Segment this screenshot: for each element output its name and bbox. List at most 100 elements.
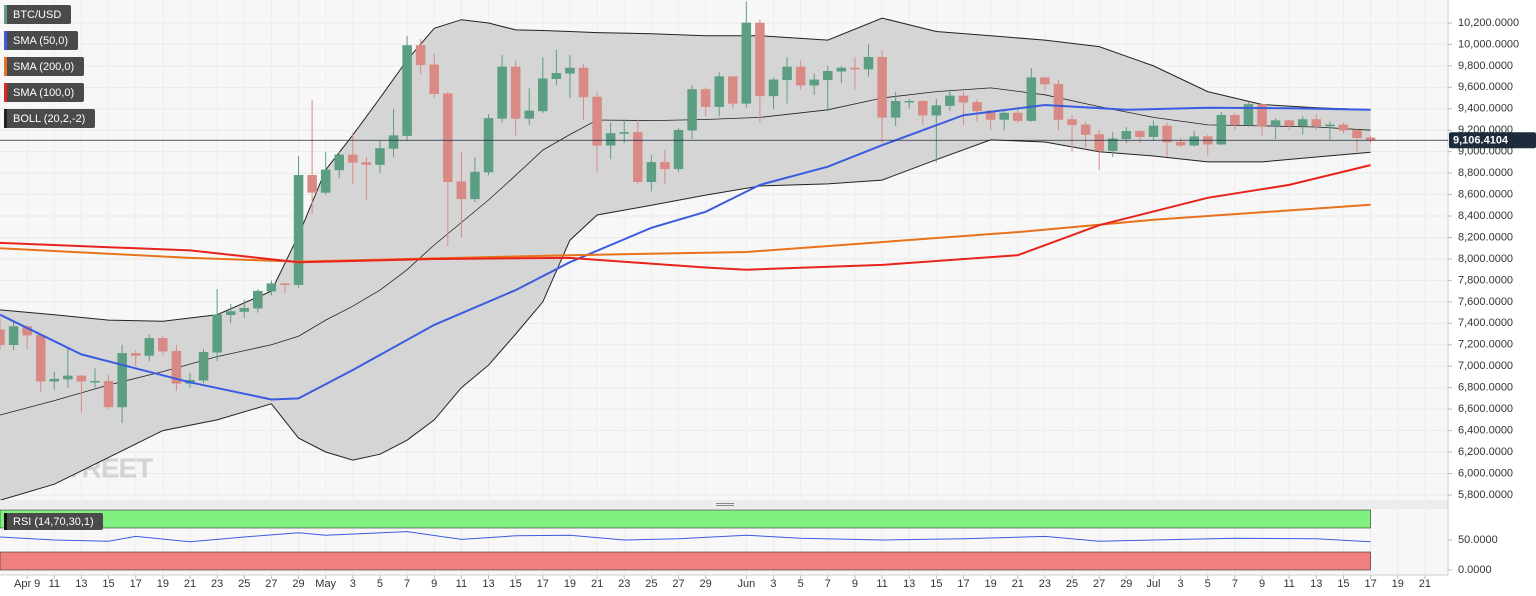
candle-body bbox=[1067, 119, 1077, 126]
x-tick-label: 7 bbox=[404, 578, 410, 590]
x-tick-label: 7 bbox=[825, 578, 831, 590]
legend-swatch bbox=[4, 83, 7, 102]
candle-body bbox=[1053, 83, 1064, 120]
legend-box bbox=[4, 109, 95, 128]
candle-body bbox=[890, 101, 901, 118]
x-tick-label: 9 bbox=[431, 578, 437, 590]
candle-body bbox=[619, 132, 629, 134]
y-tick-label: 7,400.0000 bbox=[1458, 317, 1513, 329]
candle-body bbox=[1162, 125, 1172, 143]
candle-body bbox=[768, 79, 779, 97]
y-tick-label: 10,200.0000 bbox=[1458, 17, 1519, 29]
rsi-line bbox=[0, 531, 1371, 543]
candle-body bbox=[592, 96, 602, 146]
candle-body bbox=[266, 283, 277, 292]
candle-body bbox=[361, 162, 372, 165]
candle-body bbox=[198, 352, 209, 381]
x-tick-label: Jul bbox=[1146, 578, 1160, 590]
candle-body bbox=[1243, 104, 1254, 126]
x-tick-label: 27 bbox=[672, 578, 684, 590]
candle-body bbox=[795, 66, 806, 86]
candle-body bbox=[280, 283, 290, 285]
y-tick-label: 8,000.0000 bbox=[1458, 253, 1513, 265]
candle-body bbox=[239, 308, 250, 312]
x-tick-label: 25 bbox=[238, 578, 250, 590]
candle-body bbox=[1338, 124, 1349, 131]
candle-body bbox=[1257, 104, 1267, 127]
candle-body bbox=[565, 67, 575, 74]
x-tick-label: 19 bbox=[984, 578, 996, 590]
legend-swatch bbox=[4, 109, 7, 128]
candle-body bbox=[1189, 136, 1199, 146]
candle-body bbox=[429, 64, 439, 95]
x-tick-label: 13 bbox=[482, 578, 494, 590]
candle-body bbox=[809, 79, 819, 86]
sma-line bbox=[0, 164, 1371, 271]
y-tick-label: 8,400.0000 bbox=[1458, 210, 1513, 222]
candle-body bbox=[483, 118, 494, 173]
candle-body bbox=[1135, 131, 1145, 137]
x-tick-label: 15 bbox=[930, 578, 942, 590]
pane-divider bbox=[0, 500, 1448, 509]
legend-swatch bbox=[4, 5, 7, 24]
x-tick-label: 21 bbox=[591, 578, 603, 590]
x-tick-label: 23 bbox=[1039, 578, 1051, 590]
candle-body bbox=[1297, 119, 1308, 127]
legend-label: SMA (200,0) bbox=[13, 61, 74, 73]
overbought-zone bbox=[0, 509, 1371, 529]
x-tick-label: 5 bbox=[377, 578, 383, 590]
plot: FXSTREET bbox=[0, 1, 1448, 500]
legend-swatch bbox=[4, 57, 7, 76]
y-tick-label: 7,600.0000 bbox=[1458, 296, 1513, 308]
candle-body bbox=[728, 76, 738, 104]
x-tick-label: 11 bbox=[456, 578, 467, 590]
oversold-zone bbox=[0, 551, 1371, 571]
x-tick-label: 15 bbox=[510, 578, 522, 590]
candle-body bbox=[755, 22, 765, 97]
candle-body bbox=[103, 380, 114, 408]
last-price-box bbox=[1449, 132, 1536, 149]
x-tick-label: 23 bbox=[211, 578, 223, 590]
legend-label: BOLL (20,2,-2) bbox=[13, 113, 85, 125]
candle-body bbox=[1080, 124, 1091, 135]
x-tick-label: Apr 9 bbox=[14, 578, 40, 590]
candle-body bbox=[660, 162, 670, 170]
x-tick-label: 27 bbox=[1093, 578, 1105, 590]
x-tick-label: 15 bbox=[1337, 578, 1349, 590]
x-tick-label: 7 bbox=[1232, 578, 1238, 590]
y-tick-label: 7,200.0000 bbox=[1458, 339, 1513, 351]
y-tick-label: 7,000.0000 bbox=[1458, 360, 1513, 372]
x-tick-label: 13 bbox=[1310, 578, 1322, 590]
candle-body bbox=[741, 22, 752, 104]
y-tick-label: 9,000.0000 bbox=[1458, 146, 1513, 158]
candle-body bbox=[388, 135, 399, 149]
candle-body bbox=[443, 93, 453, 182]
candle-body bbox=[320, 169, 331, 193]
legend-label: SMA (50,0) bbox=[13, 35, 68, 47]
x-tick-label: 29 bbox=[1120, 578, 1132, 590]
rsi-tick-label: 50.0000 bbox=[1458, 534, 1498, 546]
y-tick-label: 6,200.0000 bbox=[1458, 446, 1513, 458]
x-tick-label: 21 bbox=[184, 578, 196, 590]
candle-body bbox=[605, 133, 616, 146]
candle-body bbox=[673, 129, 684, 170]
x-tick-label: 27 bbox=[265, 578, 277, 590]
candle-body bbox=[863, 57, 874, 70]
candle-body bbox=[958, 95, 969, 103]
candle-body bbox=[334, 154, 345, 171]
x-tick-label: 23 bbox=[618, 578, 630, 590]
x-tick-label: 15 bbox=[102, 578, 114, 590]
candle-body bbox=[1311, 119, 1322, 127]
candle-body bbox=[1175, 141, 1186, 146]
x-tick-label: 9 bbox=[852, 578, 858, 590]
candle-body bbox=[1040, 77, 1050, 85]
legend-swatch bbox=[4, 31, 7, 50]
band-fill bbox=[0, 18, 1371, 500]
candle-body bbox=[1121, 131, 1132, 140]
candle-body bbox=[700, 89, 711, 107]
candle-body bbox=[35, 334, 46, 382]
y-tick-label: 10,000.0000 bbox=[1458, 38, 1519, 50]
y-tick-label: 6,600.0000 bbox=[1458, 403, 1513, 415]
legend-box bbox=[4, 83, 84, 102]
sma-line bbox=[0, 103, 1371, 401]
